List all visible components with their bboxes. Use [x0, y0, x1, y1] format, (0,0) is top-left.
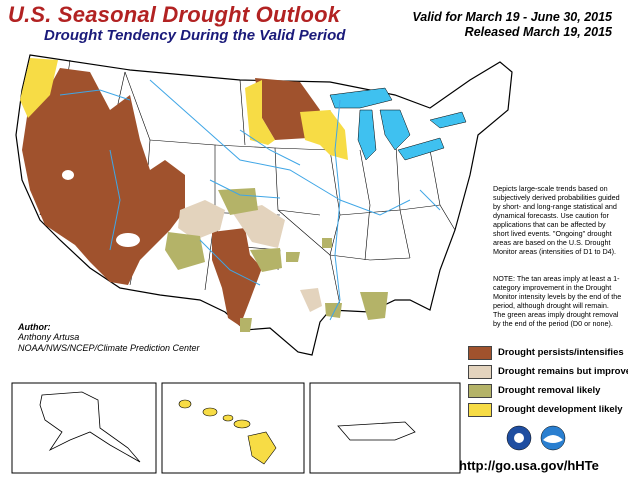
- noaa-logo: [506, 425, 532, 451]
- legend-item-development: Drought development likely: [468, 402, 628, 418]
- short-url-link[interactable]: http://go.usa.gov/hHTe: [459, 458, 599, 473]
- author-label: Author:: [18, 322, 51, 332]
- alaska-landmass: [39, 391, 141, 463]
- note-text: NOTE: The tan areas imply at least a 1-c…: [493, 274, 622, 328]
- nws-logo: [540, 425, 566, 451]
- great-lakes: [329, 87, 467, 161]
- legend-label: Drought persists/intensifies: [498, 347, 624, 358]
- legend-label: Drought removal likely: [498, 385, 601, 396]
- rivers: [59, 79, 441, 321]
- legend-item-removal: Drought removal likely: [468, 383, 628, 399]
- hawaii-inset: [161, 382, 305, 474]
- legend-item-improve: Drought remains but improves: [468, 364, 628, 380]
- author-org: NOAA/NWS/NCEP/Climate Prediction Center: [18, 343, 200, 353]
- hawaii-islands: [178, 399, 277, 465]
- legend-swatch: [468, 346, 492, 360]
- legend-swatch: [468, 365, 492, 379]
- removal-regions: [165, 188, 388, 332]
- release-date: Released March 19, 2015: [464, 25, 612, 39]
- description-text: Depicts large-scale trends based on subj…: [493, 184, 620, 256]
- puerto-rico-landmass: [337, 421, 416, 441]
- page-subtitle: Drought Tendency During the Valid Period: [44, 27, 346, 44]
- author-name: Anthony Artusa: [18, 332, 80, 342]
- legend-label: Drought remains but improves: [498, 366, 628, 377]
- legend-item-persist: Drought persists/intensifies: [468, 345, 628, 361]
- development-regions: [20, 58, 348, 160]
- legend-swatch: [468, 403, 492, 417]
- legend-label: Drought development likely: [498, 404, 623, 415]
- page-title: U.S. Seasonal Drought Outlook: [8, 2, 341, 27]
- legend-swatch: [468, 384, 492, 398]
- improve-regions: [178, 200, 322, 312]
- valid-period: Valid for March 19 - June 30, 2015: [412, 10, 612, 24]
